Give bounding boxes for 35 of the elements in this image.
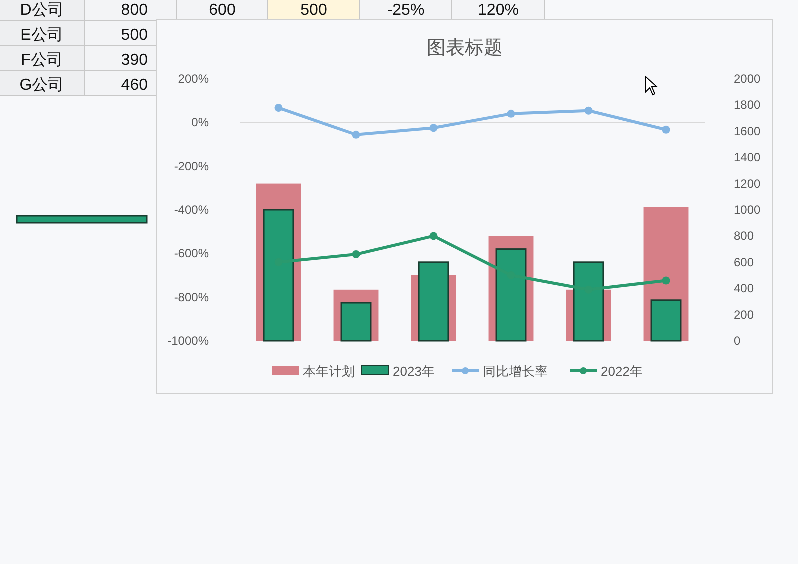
bar [340, 302, 372, 342]
y2-tick-label: 600 [734, 255, 754, 270]
point [507, 110, 516, 118]
legend-label: 同比增长率 [483, 364, 548, 379]
legend-label: 本年计划 [303, 364, 355, 379]
y-tick-label: -400% [174, 203, 210, 217]
point [662, 126, 670, 134]
point [584, 106, 593, 115]
y2-tick-label: 1800 [734, 98, 762, 112]
point [352, 130, 360, 139]
point [274, 104, 283, 112]
y-tick-label: -800% [174, 290, 210, 304]
point [430, 124, 438, 132]
y2-tick-label: 1600 [734, 124, 762, 138]
legend-label: 2022年 [601, 364, 643, 379]
y-tick-label: -1000% [168, 334, 210, 348]
y-tick-label: -600% [174, 246, 210, 261]
y2-tick-label: 1400 [734, 150, 762, 165]
bar [418, 262, 450, 342]
y2-tick-label: 1200 [734, 176, 762, 191]
point [352, 250, 360, 259]
legend-label: 2023年 [393, 364, 435, 379]
y2-tick-label: 200 [734, 308, 754, 322]
point [662, 276, 670, 285]
y-tick-label: 200% [178, 72, 210, 86]
y2-tick-label: 1000 [734, 203, 762, 217]
bar [650, 300, 682, 342]
y2-tick-label: 400 [734, 282, 754, 296]
y-tick-label: -200% [174, 159, 210, 174]
y2-tick-label: 800 [734, 229, 754, 244]
y2-tick-label: 2000 [734, 72, 762, 86]
chart-title: 图表标题 [427, 38, 503, 59]
y2-tick-label: 0 [734, 334, 741, 348]
point [430, 232, 438, 240]
y-tick-label: 0% [192, 116, 210, 130]
